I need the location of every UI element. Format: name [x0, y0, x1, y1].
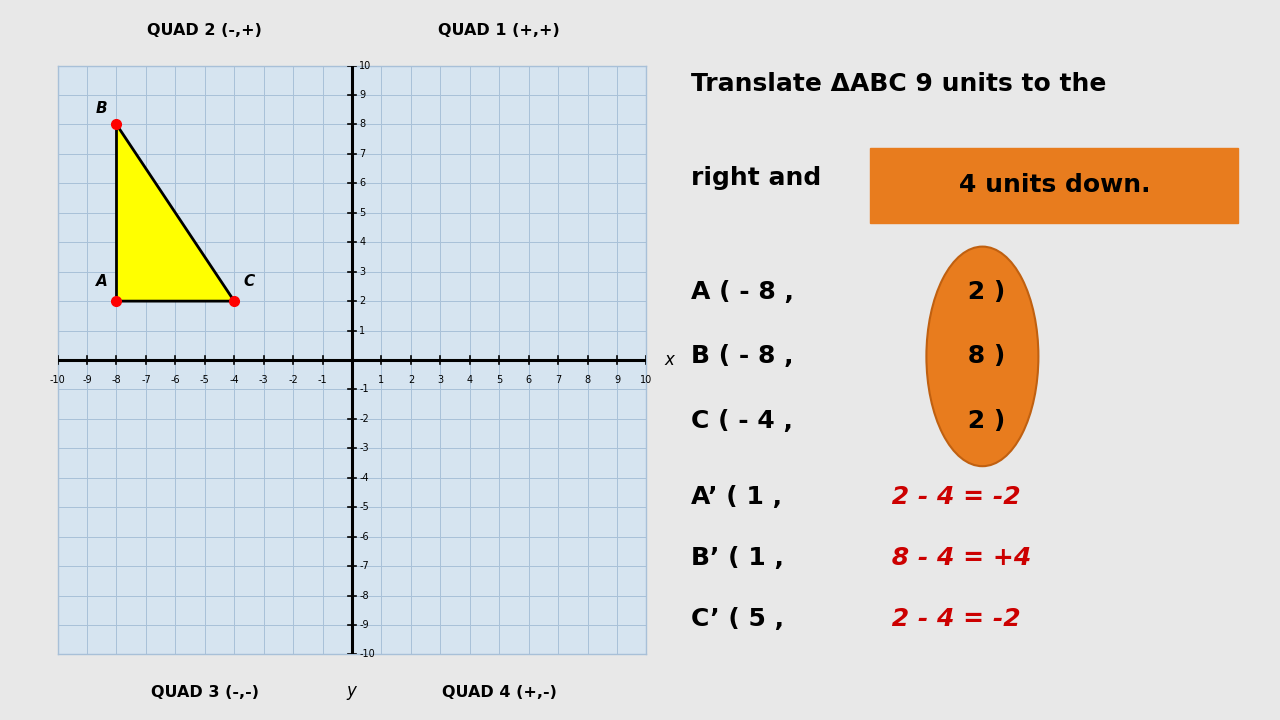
Text: -7: -7	[141, 374, 151, 384]
Text: -5: -5	[360, 503, 369, 512]
Text: 5: 5	[497, 374, 502, 384]
Text: -10: -10	[360, 649, 375, 660]
Text: 8 ): 8 )	[959, 344, 1006, 369]
Text: B: B	[96, 101, 108, 116]
Text: -1: -1	[360, 384, 369, 395]
Text: 4 units down.: 4 units down.	[959, 174, 1151, 197]
Text: 2 - 4 = -2: 2 - 4 = -2	[883, 607, 1021, 631]
Text: -9: -9	[360, 620, 369, 630]
Text: 1: 1	[360, 325, 366, 336]
Text: 10: 10	[360, 60, 371, 71]
Text: QUAD 2 (-,+): QUAD 2 (-,+)	[147, 23, 262, 37]
Text: 8 - 4 = +4: 8 - 4 = +4	[883, 546, 1032, 570]
Text: 2: 2	[360, 296, 366, 306]
Text: -2: -2	[288, 374, 298, 384]
Text: 4: 4	[360, 238, 366, 247]
Text: -8: -8	[360, 590, 369, 600]
Text: 6: 6	[526, 374, 531, 384]
Text: -8: -8	[111, 374, 122, 384]
Text: B ( - 8 ,: B ( - 8 ,	[691, 344, 794, 369]
Text: B’ ( 1 ,: B’ ( 1 ,	[691, 546, 785, 570]
Text: -6: -6	[360, 531, 369, 541]
Text: 6: 6	[360, 179, 366, 189]
Text: 7: 7	[556, 374, 561, 384]
Text: 1: 1	[379, 374, 384, 384]
Text: C: C	[243, 274, 255, 289]
Text: 2: 2	[408, 374, 413, 384]
Text: -4: -4	[229, 374, 239, 384]
Text: A ( - 8 ,: A ( - 8 ,	[691, 279, 794, 304]
Text: 2 - 4 = -2: 2 - 4 = -2	[883, 485, 1021, 509]
Text: -7: -7	[360, 561, 369, 571]
Text: C ( - 4 ,: C ( - 4 ,	[691, 409, 794, 433]
Ellipse shape	[927, 246, 1038, 467]
Text: A’ ( 1 ,: A’ ( 1 ,	[691, 485, 782, 509]
Text: -3: -3	[360, 444, 369, 454]
Text: 3: 3	[360, 266, 366, 276]
Text: 4: 4	[467, 374, 472, 384]
Text: QUAD 3 (-,-): QUAD 3 (-,-)	[151, 685, 259, 700]
Text: -10: -10	[50, 374, 65, 384]
Text: -9: -9	[82, 374, 92, 384]
Text: -5: -5	[200, 374, 210, 384]
Text: -6: -6	[170, 374, 180, 384]
Text: 8: 8	[585, 374, 590, 384]
Text: QUAD 1 (+,+): QUAD 1 (+,+)	[438, 23, 561, 37]
Text: -1: -1	[317, 374, 328, 384]
Text: 2 ): 2 )	[959, 279, 1006, 304]
Text: right and: right and	[691, 166, 831, 189]
Text: 8: 8	[360, 120, 366, 130]
Text: C’ ( 5 ,: C’ ( 5 ,	[691, 607, 785, 631]
Text: 10: 10	[640, 374, 653, 384]
Text: $y$: $y$	[346, 684, 358, 702]
Text: Translate ΔABC 9 units to the: Translate ΔABC 9 units to the	[691, 72, 1107, 96]
Text: A: A	[96, 274, 108, 289]
Text: 3: 3	[438, 374, 443, 384]
Text: -3: -3	[259, 374, 269, 384]
Text: -4: -4	[360, 473, 369, 483]
Text: -2: -2	[360, 414, 369, 424]
Text: 9: 9	[614, 374, 620, 384]
Text: $x$: $x$	[664, 351, 677, 369]
Text: 7: 7	[360, 149, 366, 159]
Text: QUAD 4 (+,-): QUAD 4 (+,-)	[442, 685, 557, 700]
Polygon shape	[116, 125, 234, 301]
Text: 2 ): 2 )	[959, 409, 1006, 433]
FancyBboxPatch shape	[870, 148, 1239, 223]
Text: 5: 5	[360, 208, 366, 218]
Text: 9: 9	[360, 90, 366, 100]
